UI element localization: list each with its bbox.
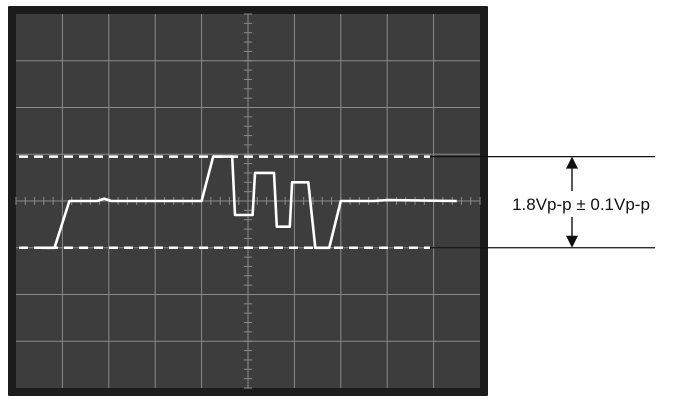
waveform-trace <box>41 155 457 250</box>
amplitude-label: 1.8Vp-p ± 0.1Vp-p <box>512 195 650 214</box>
arrow-head-up <box>566 156 578 169</box>
annotation-label-background <box>492 191 670 217</box>
arrow-head-down <box>566 235 578 248</box>
